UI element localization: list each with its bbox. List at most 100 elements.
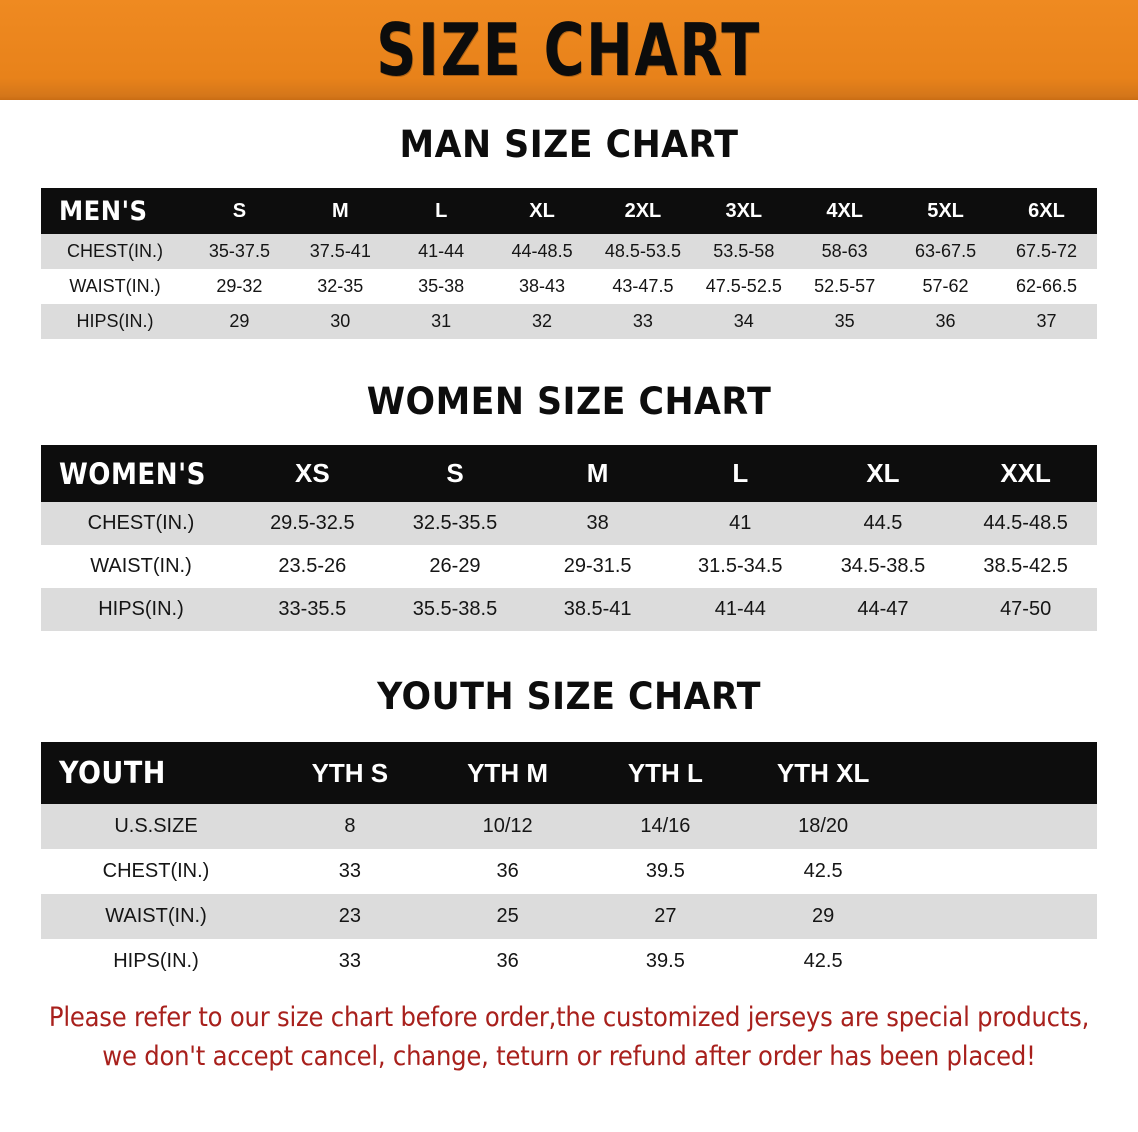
women-row-label: HIPS(IN.) — [41, 588, 241, 631]
man-column-header: 2XL — [592, 188, 694, 234]
youth-cell: 8 — [271, 804, 429, 849]
women-row-label: CHEST(IN.) — [41, 502, 241, 545]
man-cell: 47.5-52.5 — [693, 269, 795, 304]
youth-cell: 27 — [586, 894, 745, 939]
man-cell: 57-62 — [895, 269, 996, 304]
man-cell: 30 — [289, 304, 391, 339]
table-row: WAIST(IN.) 23.5-26 26-29 29-31.5 31.5-34… — [41, 545, 1097, 588]
youth-column-header: YTH L — [586, 742, 745, 804]
youth-row-label: U.S.SIZE — [41, 804, 271, 849]
youth-cell: 39.5 — [586, 939, 745, 984]
women-column-header: M — [526, 445, 669, 502]
table-row: HIPS(IN.) 29 30 31 32 33 34 35 36 37 — [41, 304, 1097, 339]
table-row: WAIST(IN.) 29-32 32-35 35-38 38-43 43-47… — [41, 269, 1097, 304]
youth-cell: 23 — [271, 894, 429, 939]
man-column-header: L — [390, 188, 492, 234]
youth-cell-spacer — [902, 939, 1097, 984]
women-cell: 47-50 — [954, 588, 1097, 631]
women-cell: 26-29 — [383, 545, 527, 588]
man-column-header: 3XL — [693, 188, 795, 234]
youth-cell-spacer — [902, 804, 1097, 849]
youth-cell: 29 — [744, 894, 902, 939]
youth-section-title: YOUTH SIZE CHART — [377, 675, 761, 718]
page-title: SIZE CHART — [376, 8, 762, 92]
man-column-header: M — [289, 188, 391, 234]
youth-cell: 36 — [428, 849, 587, 894]
man-cell: 41-44 — [390, 234, 492, 269]
women-cell: 41-44 — [668, 588, 812, 631]
table-row: CHEST(IN.) 35-37.5 37.5-41 41-44 44-48.5… — [41, 234, 1097, 269]
man-cell: 62-66.5 — [996, 269, 1097, 304]
women-cell: 29-31.5 — [526, 545, 669, 588]
man-cell: 38-43 — [491, 269, 593, 304]
youth-column-header: YTH XL — [744, 742, 902, 804]
man-cell: 32-35 — [289, 269, 391, 304]
youth-row-label: WAIST(IN.) — [41, 894, 271, 939]
women-cell: 41 — [668, 502, 812, 545]
page-banner: SIZE CHART — [0, 0, 1138, 100]
women-row-label: WAIST(IN.) — [41, 545, 241, 588]
disclaimer-line-1: Please refer to our size chart before or… — [48, 1002, 1090, 1033]
man-section-title: MAN SIZE CHART — [399, 123, 739, 166]
man-cell: 58-63 — [794, 234, 896, 269]
youth-cell: 33 — [271, 849, 429, 894]
youth-cell: 33 — [271, 939, 429, 984]
youth-cell: 42.5 — [744, 849, 902, 894]
man-cell: 53.5-58 — [693, 234, 795, 269]
women-column-header: XXL — [954, 445, 1097, 502]
man-cell: 29-32 — [189, 269, 290, 304]
man-column-header: 4XL — [794, 188, 896, 234]
man-column-header: S — [189, 188, 290, 234]
man-column-header: 6XL — [996, 188, 1097, 234]
women-cell: 38 — [526, 502, 669, 545]
youth-column-header: YTH S — [271, 742, 429, 804]
table-row: HIPS(IN.) 33-35.5 35.5-38.5 38.5-41 41-4… — [41, 588, 1097, 631]
youth-cell: 14/16 — [586, 804, 745, 849]
women-cell: 23.5-26 — [241, 545, 384, 588]
youth-size-table: YOUTH YTH S YTH M YTH L YTH XL U.S.SIZE … — [41, 742, 1097, 984]
man-cell: 43-47.5 — [592, 269, 694, 304]
man-cell: 36 — [895, 304, 996, 339]
table-row: CHEST(IN.) 33 36 39.5 42.5 — [41, 849, 1097, 894]
man-cell: 34 — [693, 304, 795, 339]
man-cell: 35-38 — [390, 269, 492, 304]
women-cell: 44-47 — [811, 588, 955, 631]
table-row: HIPS(IN.) 33 36 39.5 42.5 — [41, 939, 1097, 984]
women-section-title: WOMEN SIZE CHART — [366, 380, 772, 423]
youth-cell: 39.5 — [586, 849, 745, 894]
youth-cell-spacer — [902, 849, 1097, 894]
women-cell: 38.5-42.5 — [954, 545, 1097, 588]
man-cell: 31 — [390, 304, 492, 339]
man-size-table: MEN'S S M L XL 2XL 3XL 4XL 5XL 6XL CHEST… — [41, 188, 1097, 339]
youth-cell-spacer — [902, 894, 1097, 939]
youth-row-label: CHEST(IN.) — [41, 849, 271, 894]
table-row: WAIST(IN.) 23 25 27 29 — [41, 894, 1097, 939]
women-column-header: XS — [241, 445, 384, 502]
women-column-header: L — [668, 445, 812, 502]
women-cell: 33-35.5 — [241, 588, 384, 631]
man-table-header-row: MEN'S S M L XL 2XL 3XL 4XL 5XL 6XL — [41, 188, 1097, 234]
youth-column-header: YTH M — [428, 742, 587, 804]
man-cell: 52.5-57 — [794, 269, 896, 304]
table-row: U.S.SIZE 8 10/12 14/16 18/20 — [41, 804, 1097, 849]
women-cell: 38.5-41 — [526, 588, 669, 631]
man-cell: 48.5-53.5 — [592, 234, 694, 269]
youth-cell: 25 — [428, 894, 587, 939]
women-cell: 35.5-38.5 — [383, 588, 527, 631]
man-column-header: 5XL — [895, 188, 996, 234]
youth-cell: 18/20 — [744, 804, 902, 849]
man-cell: 35 — [794, 304, 896, 339]
youth-corner-label: YOUTH — [41, 742, 271, 804]
women-cell: 34.5-38.5 — [811, 545, 955, 588]
women-corner-label: WOMEN'S — [41, 445, 241, 502]
youth-row-label: HIPS(IN.) — [41, 939, 271, 984]
man-cell: 33 — [592, 304, 694, 339]
women-column-header: S — [383, 445, 527, 502]
table-row: CHEST(IN.) 29.5-32.5 32.5-35.5 38 41 44.… — [41, 502, 1097, 545]
women-column-header: XL — [811, 445, 955, 502]
women-cell: 32.5-35.5 — [383, 502, 527, 545]
women-table-header-row: WOMEN'S XS S M L XL XXL — [41, 445, 1097, 502]
man-corner-label: MEN'S — [41, 188, 189, 234]
man-column-header: XL — [491, 188, 593, 234]
man-row-label: HIPS(IN.) — [41, 304, 189, 339]
